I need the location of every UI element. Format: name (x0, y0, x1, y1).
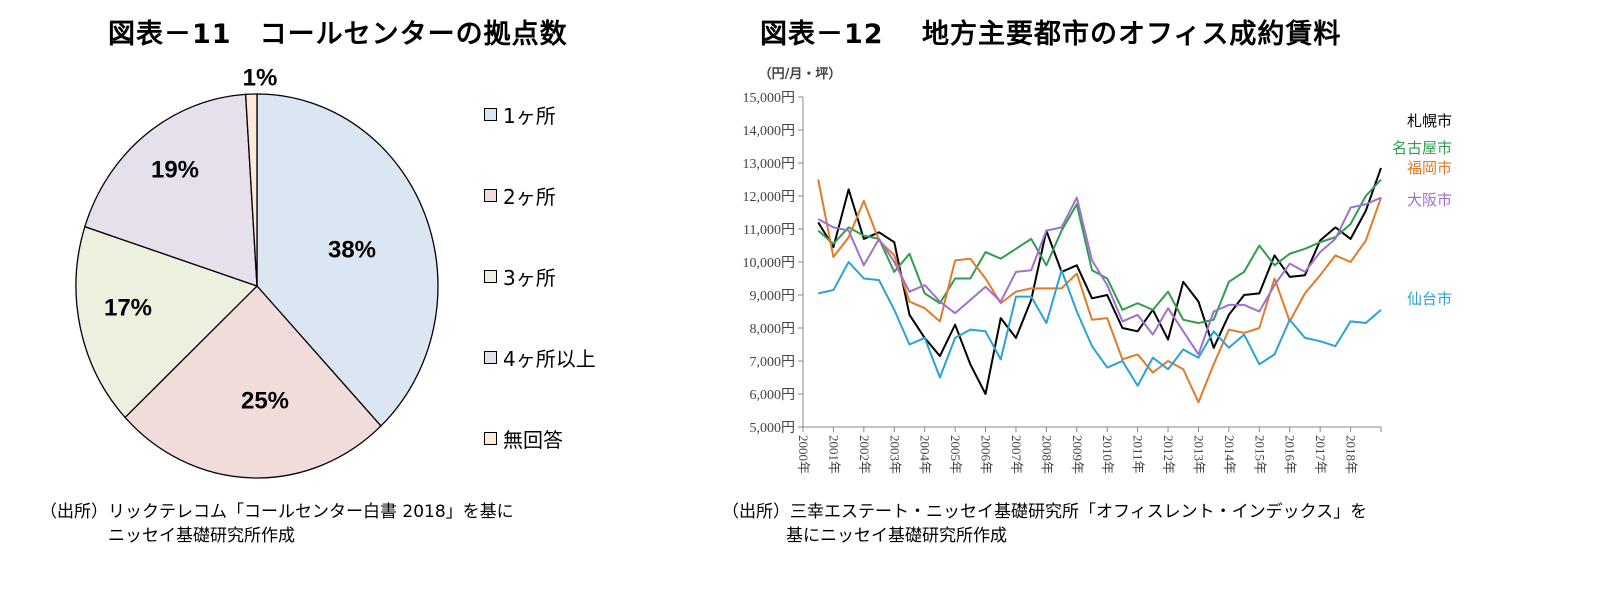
series-line (817, 178, 1382, 325)
legend-swatch (484, 270, 497, 283)
y-tick-label: 12,000円 (743, 190, 796, 205)
pie-data-label: 19% (151, 156, 199, 183)
legend-label: 無回答 (503, 428, 563, 452)
legend-label: 1ヶ所 (503, 104, 556, 128)
x-tick-label: 2003年 (887, 435, 902, 474)
x-tick-label: 2006年 (979, 435, 994, 474)
pie-slice (75, 225, 259, 419)
legend-label: 4ヶ所以上 (503, 347, 596, 371)
series-line (817, 196, 1382, 356)
series-label: 福岡市 (1407, 159, 1452, 177)
x-tick-label: 2000年 (796, 435, 811, 474)
legend-swatch (484, 432, 497, 445)
pie-data-label: 17% (104, 294, 152, 321)
series-label: 札幌市 (1407, 112, 1452, 130)
series-line (817, 261, 1382, 387)
pie-data-label: 38% (328, 236, 376, 263)
y-tick-label: 10,000円 (743, 256, 796, 271)
pie-chart-title: 図表－11 コールセンターの拠点数 (108, 19, 568, 50)
pie-slice (124, 285, 382, 479)
y-tick-label: 6,000円 (750, 388, 796, 403)
pie-chart: 38% 25% 17% 19% 1% (75, 64, 439, 479)
y-tick-label: 7,000円 (750, 355, 796, 370)
x-tick-label: 2008年 (1039, 435, 1054, 474)
series-label: 大阪市 (1407, 191, 1452, 209)
legend-item: 1ヶ所 (484, 100, 556, 129)
series-label: 仙台市 (1407, 290, 1452, 308)
y-tick-label: 15,000円 (743, 91, 796, 106)
legend-label: 3ヶ所 (503, 266, 556, 290)
pie-source: （出所）リックテレコム「コールセンター白書 2018」を基に ニッセイ基礎研究所… (40, 500, 514, 548)
y-tick-label: 8,000円 (750, 322, 796, 337)
x-tick-label: 2015年 (1252, 435, 1267, 474)
x-tick-label: 2007年 (1009, 435, 1024, 474)
series-line (817, 167, 1382, 395)
pie-slice (256, 93, 439, 427)
line-source: （出所）三幸エステート・ニッセイ基礎研究所「オフィスレント・インデックス」を 基… (722, 500, 1367, 548)
x-tick-label: 2001年 (826, 435, 841, 474)
legend-swatch (484, 189, 497, 202)
legend-swatch (484, 351, 497, 364)
pie-slice (84, 93, 258, 287)
x-tick-label: 2010年 (1100, 435, 1115, 474)
series-line (817, 179, 1382, 404)
x-tick-label: 2014年 (1222, 435, 1237, 474)
y-tick-label: 11,000円 (743, 223, 795, 238)
x-tick-label: 2013年 (1191, 435, 1206, 474)
x-tick-label: 2005年 (948, 435, 963, 474)
legend-label: 2ヶ所 (503, 185, 556, 209)
x-tick-label: 2011年 (1131, 435, 1146, 474)
legend-item: 3ヶ所 (484, 262, 556, 291)
line-source-line-1: （出所）三幸エステート・ニッセイ基礎研究所「オフィスレント・インデックス」を (722, 502, 1368, 522)
pie-data-label: 1% (243, 64, 278, 91)
pie-slice (244, 93, 258, 287)
x-tick-label: 2016年 (1283, 435, 1298, 474)
legend-item: 4ヶ所以上 (484, 343, 596, 372)
legend-item: 2ヶ所 (484, 181, 556, 210)
line-chart: （円/月・坪） 5,000円 6,000円 7,000円 8,000円 9,000円 10,… (743, 66, 1453, 474)
y-tick-label: 9,000円 (750, 289, 796, 304)
x-tick-label: 2002年 (857, 435, 872, 474)
y-tick-label: 13,000円 (743, 157, 796, 172)
x-tick-label: 2012年 (1161, 435, 1176, 474)
x-tick-label: 2009年 (1070, 435, 1085, 474)
y-tick-label: 5,000円 (750, 421, 796, 436)
x-tick-label: 2017年 (1313, 435, 1328, 474)
x-tick-label: 2004年 (918, 435, 933, 474)
legend-item: 無回答 (484, 424, 563, 453)
x-tick-label: 2018年 (1344, 435, 1359, 474)
y-axis-unit-label: （円/月・坪） (759, 66, 842, 82)
pie-source-line-1: （出所）リックテレコム「コールセンター白書 2018」を基に (40, 502, 514, 522)
series-label: 名古屋市 (1392, 139, 1452, 157)
line-source-line-2: 基にニッセイ基礎研究所作成 (786, 526, 1007, 546)
line-chart-title: 図表－12 地方主要都市のオフィス成約賃料 (760, 19, 1342, 50)
y-tick-label: 14,000円 (743, 124, 796, 139)
pie-source-line-2: ニッセイ基礎研究所作成 (108, 526, 295, 546)
pie-data-label: 25% (241, 387, 289, 414)
legend-swatch (484, 108, 497, 121)
